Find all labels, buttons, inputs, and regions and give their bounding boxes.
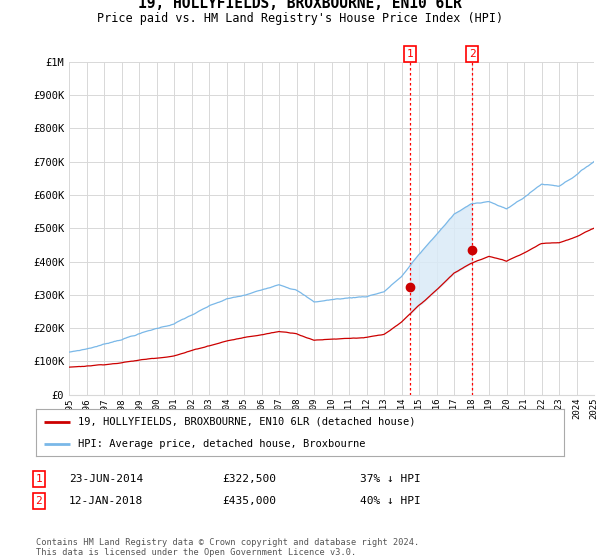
Text: 12-JAN-2018: 12-JAN-2018 [69,496,143,506]
Text: HPI: Average price, detached house, Broxbourne: HPI: Average price, detached house, Brox… [78,438,366,449]
Text: £322,500: £322,500 [222,474,276,484]
Text: 1: 1 [407,49,413,59]
Text: 1: 1 [35,474,43,484]
Text: £435,000: £435,000 [222,496,276,506]
Text: Contains HM Land Registry data © Crown copyright and database right 2024.
This d: Contains HM Land Registry data © Crown c… [36,538,419,557]
Text: 2: 2 [35,496,43,506]
Text: 37% ↓ HPI: 37% ↓ HPI [360,474,421,484]
Text: 19, HOLLYFIELDS, BROXBOURNE, EN10 6LR: 19, HOLLYFIELDS, BROXBOURNE, EN10 6LR [138,0,462,11]
Text: Price paid vs. HM Land Registry's House Price Index (HPI): Price paid vs. HM Land Registry's House … [97,12,503,25]
Text: 2: 2 [469,49,476,59]
Text: 19, HOLLYFIELDS, BROXBOURNE, EN10 6LR (detached house): 19, HOLLYFIELDS, BROXBOURNE, EN10 6LR (d… [78,417,416,427]
Text: 40% ↓ HPI: 40% ↓ HPI [360,496,421,506]
Text: 23-JUN-2014: 23-JUN-2014 [69,474,143,484]
